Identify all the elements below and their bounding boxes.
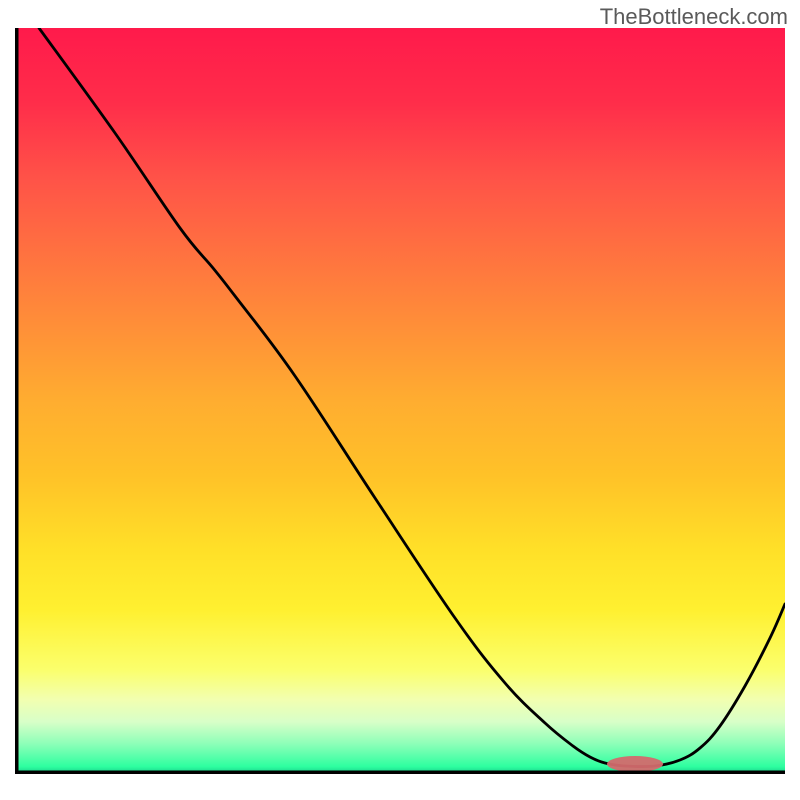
chart-background — [15, 28, 785, 774]
watermark-text: TheBottleneck.com — [600, 4, 788, 30]
optimal-marker — [607, 756, 663, 772]
chart-svg — [15, 28, 785, 774]
bottleneck-chart — [15, 28, 785, 774]
